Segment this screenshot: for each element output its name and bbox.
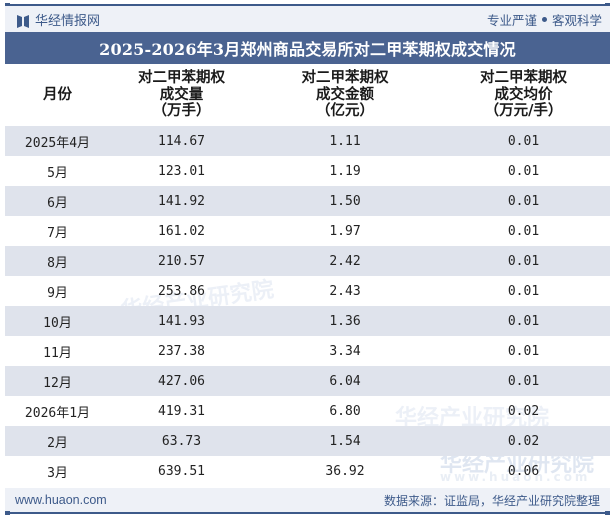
table-header: 月份 对二甲苯期权 成交量 （万手） 对二甲苯期权 成交金额 （亿元） 对二甲苯… [5, 64, 610, 126]
brand-bar: 华经情报网 专业严谨 客观科学 [5, 6, 610, 32]
footer: www.huaon.com 数据来源：证监局，华经产业研究院整理 [5, 488, 610, 512]
data-source: 数据来源：证监局，华经产业研究院整理 [383, 493, 600, 508]
slogan-right: 客观科学 [551, 12, 602, 28]
watermark-url: www.huaon.com [440, 470, 591, 484]
top-rule [5, 3, 610, 7]
bottom-rule [5, 511, 610, 515]
header-amount: 对二甲苯期权 成交金额 （亿元） [301, 69, 389, 120]
table-row: 2月 63.73 1.54 0.02 [5, 426, 610, 456]
site-url: www.huaon.com [15, 493, 107, 507]
slogan-left: 专业严谨 [486, 12, 537, 28]
table-row: 2026年1月 419.31 6.80 0.02 [24, 403, 540, 421]
brand-name: 华经情报网 [35, 13, 101, 29]
table-row: 6月 141.92 1.50 0.01 [5, 186, 610, 216]
table-row: 9月 253.86 2.43 0.01 [47, 283, 540, 301]
logo-icon [17, 13, 29, 28]
slogan: 专业严谨 客观科学 [487, 10, 602, 29]
table-row: 11月 237.38 3.34 0.01 [43, 343, 540, 361]
header-volume: 对二甲苯期权 成交量 （万手） [138, 69, 225, 120]
data-table: 月份 对二甲苯期权 成交量 （万手） 对二甲苯期权 成交金额 （亿元） 对二甲苯… [5, 64, 610, 486]
table-row: 12月 427.06 6.04 0.01 [5, 366, 610, 396]
title-bar: 2025-2026年3月郑州商品交易所对二甲苯期权成交情况 [5, 32, 610, 64]
brand: 华经情报网 [17, 10, 100, 29]
page-title: 2025-2026年3月郑州商品交易所对二甲苯期权成交情况 [99, 40, 516, 59]
header-month: 月份 [43, 85, 72, 103]
table-row: 5月 123.01 1.19 0.01 [47, 163, 540, 181]
table-row: 7月 161.02 1.97 0.01 [47, 223, 540, 241]
dot-separator-icon [541, 16, 547, 22]
table-row: 8月 210.57 2.42 0.01 [5, 246, 610, 276]
table-row: 2025年4月 114.67 1.11 0.01 [5, 126, 610, 156]
header-avg-price: 对二甲苯期权 成交均价 （万元/手） [480, 69, 567, 120]
table-row: 3月 639.51 36.92 0.06 [47, 463, 540, 481]
table-row: 10月 141.93 1.36 0.01 [5, 306, 610, 336]
